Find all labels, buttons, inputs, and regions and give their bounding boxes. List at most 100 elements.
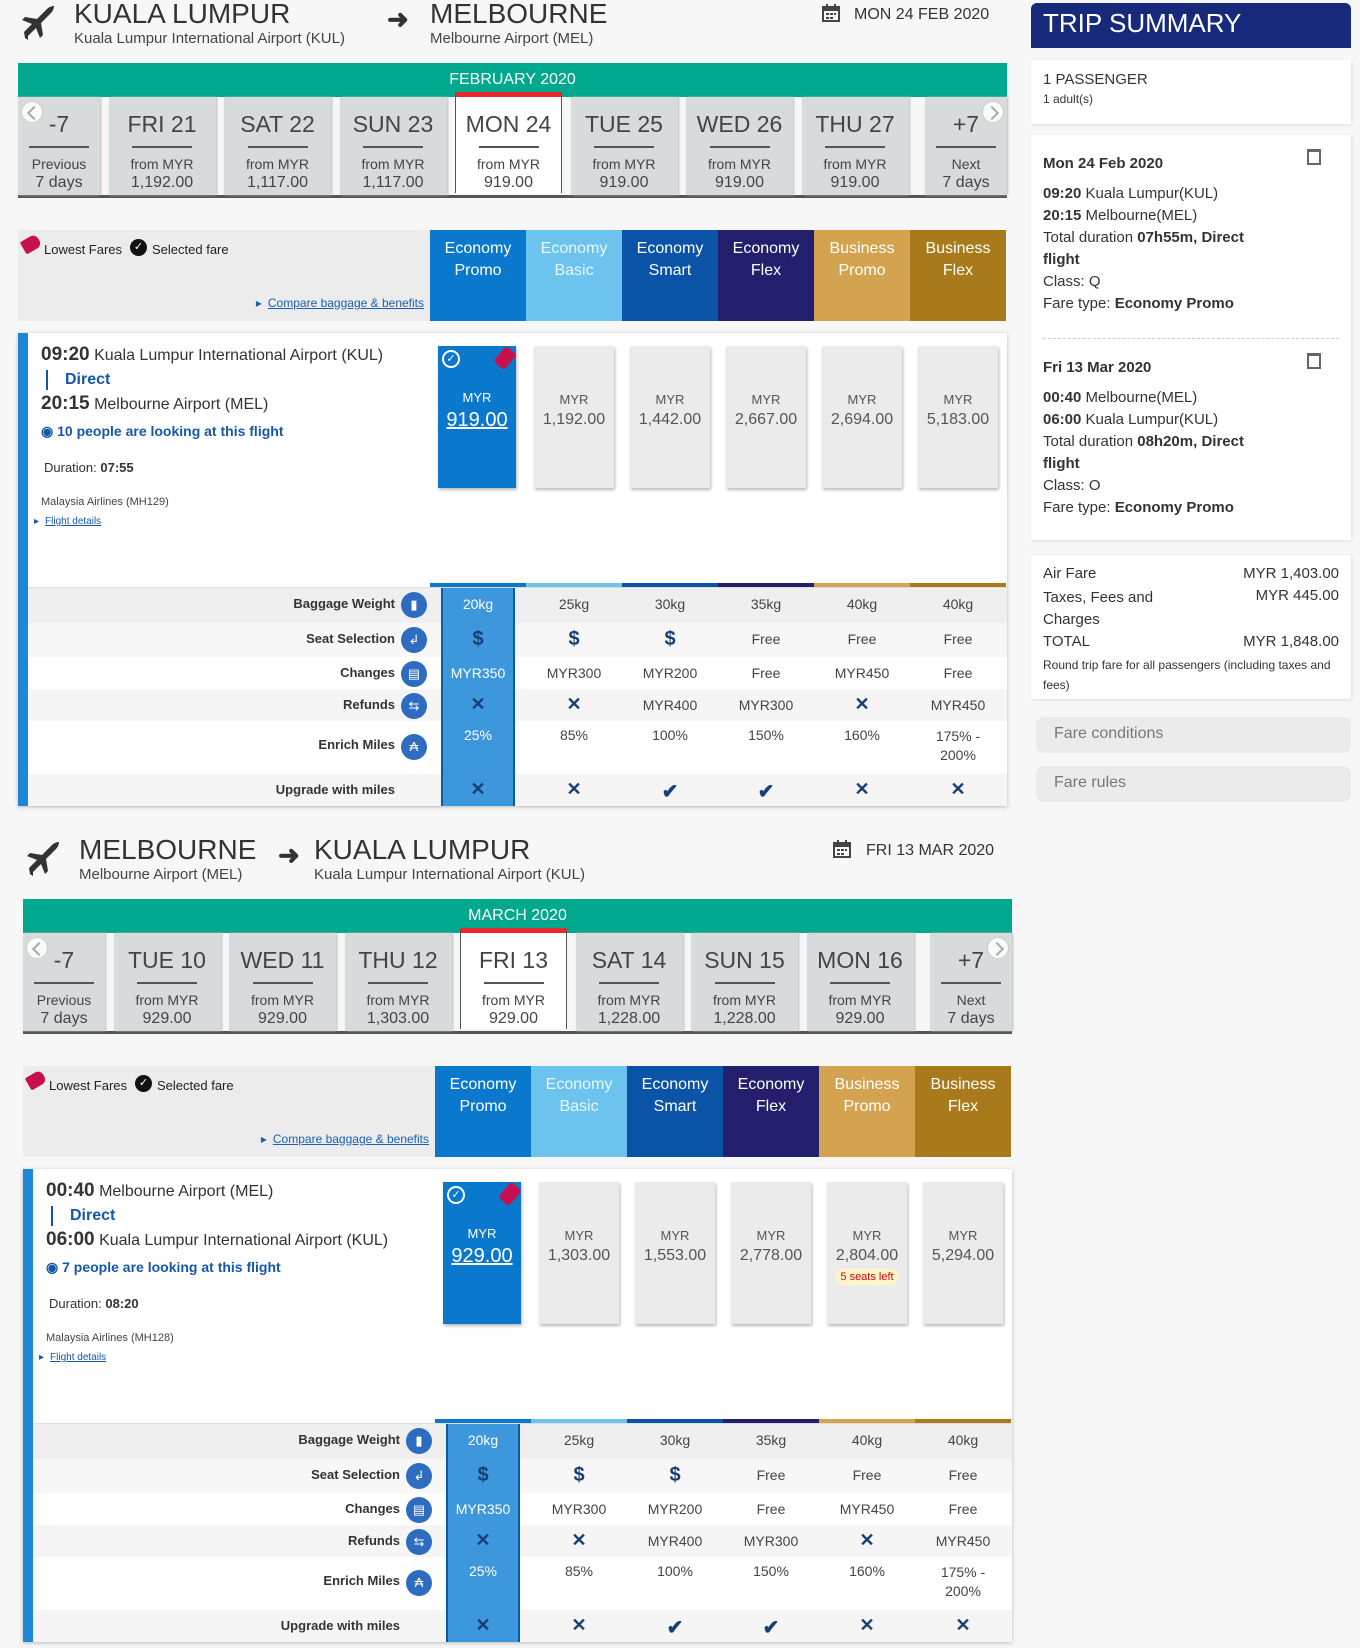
route-header: KUALA LUMPUR Kuala Lumpur International … (18, 0, 1007, 58)
leg-class: Class: O (1043, 477, 1101, 494)
fare-price-box[interactable]: MYR 5,183.00 (918, 346, 998, 488)
fare-price-box[interactable]: MYR 1,553.00 (635, 1182, 715, 1324)
fare-price-box[interactable]: MYR 1,192.00 (534, 346, 614, 488)
benefit-value: 160% (844, 727, 880, 743)
fare-color-bar (531, 1419, 627, 1423)
next-week-tab[interactable]: +7 Next 7 days (930, 933, 1012, 1031)
cross-icon: ✕ (470, 779, 486, 799)
lowest-fare-tag-icon (19, 233, 43, 255)
fare-column-header: Economy Promo (435, 1066, 531, 1157)
destination-airport: Melbourne Airport (MEL) (430, 30, 594, 47)
benefit-value: MYR450 (935, 1533, 991, 1549)
trip-summary-title: TRIP SUMMARY (1031, 3, 1351, 48)
leg-fare-label: Fare type: (1043, 499, 1111, 516)
arrival-time: 06:00 (46, 1229, 95, 1250)
leg-arr-time: 20:15 (1043, 207, 1082, 224)
fare-color-bar (718, 583, 814, 587)
fare-price-box[interactable]: MYR 1,303.00 (539, 1182, 619, 1324)
tab-day: TUE 25 (585, 111, 663, 137)
tab-price: 919.00 (830, 174, 880, 191)
tab-price: 1,228.00 (597, 1010, 661, 1027)
selected-fare-label: Selected fare (152, 242, 229, 257)
flight-details-link[interactable]: ▸ Flight details (39, 1352, 107, 1363)
fare-price-box[interactable]: ✓ MYR 919.00 (438, 345, 517, 488)
fare-price-box[interactable]: MYR 2,778.00 (731, 1182, 811, 1324)
fare-legend: Lowest Fares ✓ Selected fare Compare bag… (18, 230, 430, 321)
benefit-value: MYR300 (738, 697, 794, 713)
arrow-right-icon: ➜ (278, 840, 300, 870)
flight-details-text[interactable]: Flight details (45, 516, 102, 527)
date-tab[interactable]: SUN 15 from MYR 1,228.00 (691, 933, 798, 1031)
benefit-value: Free (948, 1501, 978, 1517)
chevron-left-icon[interactable] (26, 937, 48, 959)
fare-price-box[interactable]: MYR 2,804.00 5 seats left (827, 1182, 907, 1324)
previous-week-tab[interactable]: -7 Previous 7 days (18, 97, 100, 195)
date-tab[interactable]: WED 11 from MYR 929.00 (229, 933, 336, 1031)
lowest-fare-tag-icon (24, 1069, 48, 1091)
tab-sub: 7 days (947, 1010, 995, 1027)
price-value: 2,667.00 (734, 411, 798, 428)
date-tab[interactable]: SAT 14 from MYR 1,228.00 (575, 933, 683, 1031)
seats-left-badge: 5 seats left (835, 1269, 899, 1285)
date-tab[interactable]: THU 12 from MYR 1,303.00 (344, 933, 452, 1031)
benefits-table: Baggage Weight ▮ 20kg 25kg 30kg 35kg 40kg 40kg … (33, 1419, 1012, 1642)
plane-icon (18, 2, 58, 42)
arrow-down-icon (46, 370, 48, 390)
date-tab[interactable]: MON 24 from MYR 919.00 (455, 92, 562, 193)
trash-icon[interactable] (1307, 149, 1321, 165)
travel-date: MON 24 FEB 2020 (854, 6, 990, 23)
benefit-label: Upgrade with miles (275, 782, 395, 797)
date-tab[interactable]: FRI 21 from MYR 1,192.00 (108, 97, 216, 195)
date-tab[interactable]: SUN 23 from MYR 1,117.00 (339, 97, 447, 195)
tab-day: SUN 15 (704, 947, 785, 973)
fare-price-box[interactable]: ✓ MYR 929.00 (443, 1181, 522, 1324)
arrival-airport: Melbourne Airport (MEL) (94, 396, 269, 413)
price-value: 5,294.00 (931, 1247, 995, 1264)
date-tab[interactable]: WED 26 from MYR 919.00 (686, 97, 793, 195)
benefit-value: 20kg (462, 596, 494, 612)
fare-conditions-accordion[interactable]: Fare conditions (1036, 717, 1351, 753)
date-tab[interactable]: TUE 10 from MYR 929.00 (113, 933, 221, 1031)
fare-price-box[interactable]: MYR 5,294.00 (923, 1182, 1003, 1324)
benefit-value: 100% (652, 727, 688, 743)
tab-sub: 7 days (942, 174, 990, 191)
previous-week-tab[interactable]: -7 Previous 7 days (23, 933, 105, 1031)
fare-rules-accordion[interactable]: Fare rules (1036, 766, 1351, 802)
tab-day: SAT 22 (240, 111, 315, 137)
benefit-value: 85% (559, 727, 589, 743)
date-tab[interactable]: MON 16 from MYR 929.00 (806, 933, 914, 1031)
date-tab[interactable]: TUE 25 from MYR 919.00 (570, 97, 678, 195)
fare-price-box[interactable]: MYR 1,442.00 (630, 346, 710, 488)
compare-baggage-link[interactable]: Compare baggage & benefits (261, 1132, 429, 1146)
fare-price-box[interactable]: MYR 2,694.00 (822, 346, 902, 488)
benefit-row: Enrich Miles ₳ 25% 85% 100% 150% 160% 175% - 20… (33, 1557, 1012, 1610)
benefit-value: MYR450 (930, 697, 986, 713)
destination-airport: Kuala Lumpur International Airport (KUL) (314, 866, 585, 883)
compare-baggage-link[interactable]: Compare baggage & benefits (256, 296, 424, 310)
viewers-text: 10 people are looking at this flight (57, 423, 284, 439)
check-icon: ✔ (661, 781, 679, 803)
tab-price: 1,117.00 (246, 174, 309, 191)
chevron-left-icon[interactable] (21, 101, 43, 123)
benefit-value: 25kg (558, 596, 590, 612)
date-tabs: -7 Previous 7 days FRI 21 from MYR 1,192… (18, 92, 1007, 198)
trash-icon[interactable] (1307, 353, 1321, 369)
cross-icon: ✕ (859, 1615, 875, 1635)
leg-dep-time: 00:40 (1043, 389, 1082, 406)
next-week-tab[interactable]: +7 Next 7 days (925, 97, 1007, 195)
tab-from: from MYR (477, 156, 540, 172)
date-tab[interactable]: THU 27 from MYR 919.00 (801, 97, 909, 195)
check-icon: ✔ (762, 1617, 780, 1639)
flight-details-text[interactable]: Flight details (50, 1352, 107, 1363)
benefit-value: MYR300 (551, 1501, 607, 1517)
chevron-right-icon[interactable] (987, 937, 1009, 959)
chevron-right-icon[interactable] (982, 101, 1004, 123)
tab-day: WED 11 (240, 947, 325, 973)
date-tab[interactable]: FRI 13 from MYR 929.00 (460, 928, 567, 1029)
calendar-change-icon: ▤ (401, 661, 427, 687)
date-tab[interactable]: SAT 22 from MYR 1,117.00 (224, 97, 331, 195)
fare-price-box[interactable]: MYR 2,667.00 (726, 346, 806, 488)
flight-details-link[interactable]: ▸ Flight details (34, 516, 102, 527)
total-value: MYR 1,848.00 (1243, 633, 1339, 650)
departure-airport: Kuala Lumpur International Airport (KUL) (94, 347, 384, 364)
